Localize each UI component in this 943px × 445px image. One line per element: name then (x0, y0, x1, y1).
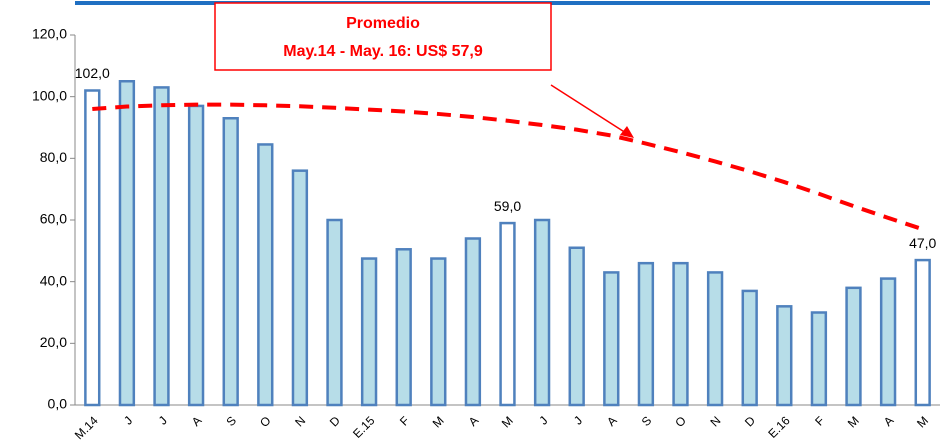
x-tick-label: A (466, 413, 482, 429)
x-tick-label: J (121, 413, 135, 427)
x-tick-label: M (499, 413, 516, 430)
y-tick-label: 100,0 (32, 87, 67, 103)
bar (222, 117, 239, 407)
bar (845, 286, 862, 407)
x-tick-label: M (845, 413, 862, 430)
bar (118, 80, 136, 407)
y-tick-label: 20,0 (40, 334, 67, 350)
x-tick-label: M (914, 413, 931, 430)
annotation-arrow (550, 84, 627, 134)
x-tick-label: M.14 (72, 413, 101, 442)
x-tick-label: E.16 (765, 413, 793, 441)
bar (395, 248, 412, 407)
bar (810, 311, 828, 407)
bar (84, 89, 101, 407)
x-tick-label: J (571, 413, 585, 427)
bar (257, 143, 274, 407)
value-label: 47,0 (909, 235, 936, 251)
x-tick-label: E.15 (350, 413, 378, 441)
bar (187, 104, 205, 407)
y-tick-label: 0,0 (48, 396, 68, 412)
bar (706, 271, 724, 407)
x-tick-label: A (881, 413, 897, 429)
y-tick-label: 60,0 (40, 211, 67, 227)
annotation-arrowhead (620, 126, 634, 138)
bar (568, 246, 585, 407)
x-tick-label: D (327, 413, 343, 429)
value-label: 102,0 (75, 65, 110, 81)
bar (776, 305, 793, 407)
trend-line (92, 102, 924, 232)
y-tick-label: 80,0 (40, 149, 67, 165)
bar (464, 237, 482, 407)
plot: 0,0 20,0 40,0 60,0 80,0 100,0 120,0 M.14 102,0 J J… (32, 26, 937, 443)
bar (430, 257, 447, 407)
bar (637, 261, 655, 407)
x-tick-label: A (604, 413, 620, 429)
bar (533, 218, 551, 407)
x-tick-label: O (257, 413, 274, 430)
bar (326, 218, 343, 407)
annotation: Promedio (346, 15, 420, 32)
annotation: May.14 - May. 16: US$ 57,9 (283, 43, 483, 60)
annotation-box (214, 2, 552, 71)
bar (360, 257, 378, 407)
x-tick-label: S (223, 413, 239, 429)
bar (672, 261, 689, 407)
x-tick-label: N (707, 413, 723, 429)
x-tick-label: F (812, 413, 827, 428)
x-tick-label: O (672, 413, 689, 430)
x-tick-label: J (536, 413, 550, 427)
x-tick-label: F (397, 413, 412, 428)
x-tick-label: A (189, 413, 205, 429)
x-tick-label: N (292, 413, 308, 429)
y-tick-label: 120,0 (32, 26, 67, 42)
bar (741, 289, 758, 407)
x-tick-label: J (156, 413, 170, 427)
x-tick-label: D (742, 413, 758, 429)
bar (879, 277, 897, 407)
bar (291, 169, 309, 407)
value-label: 59,0 (494, 198, 521, 214)
y-tick-label: 40,0 (40, 272, 67, 288)
x-tick-label: S (639, 413, 655, 429)
bar (603, 271, 620, 407)
bar (153, 86, 170, 407)
bar (914, 258, 931, 407)
x-tick-label: M (430, 413, 447, 430)
bar (499, 221, 516, 407)
